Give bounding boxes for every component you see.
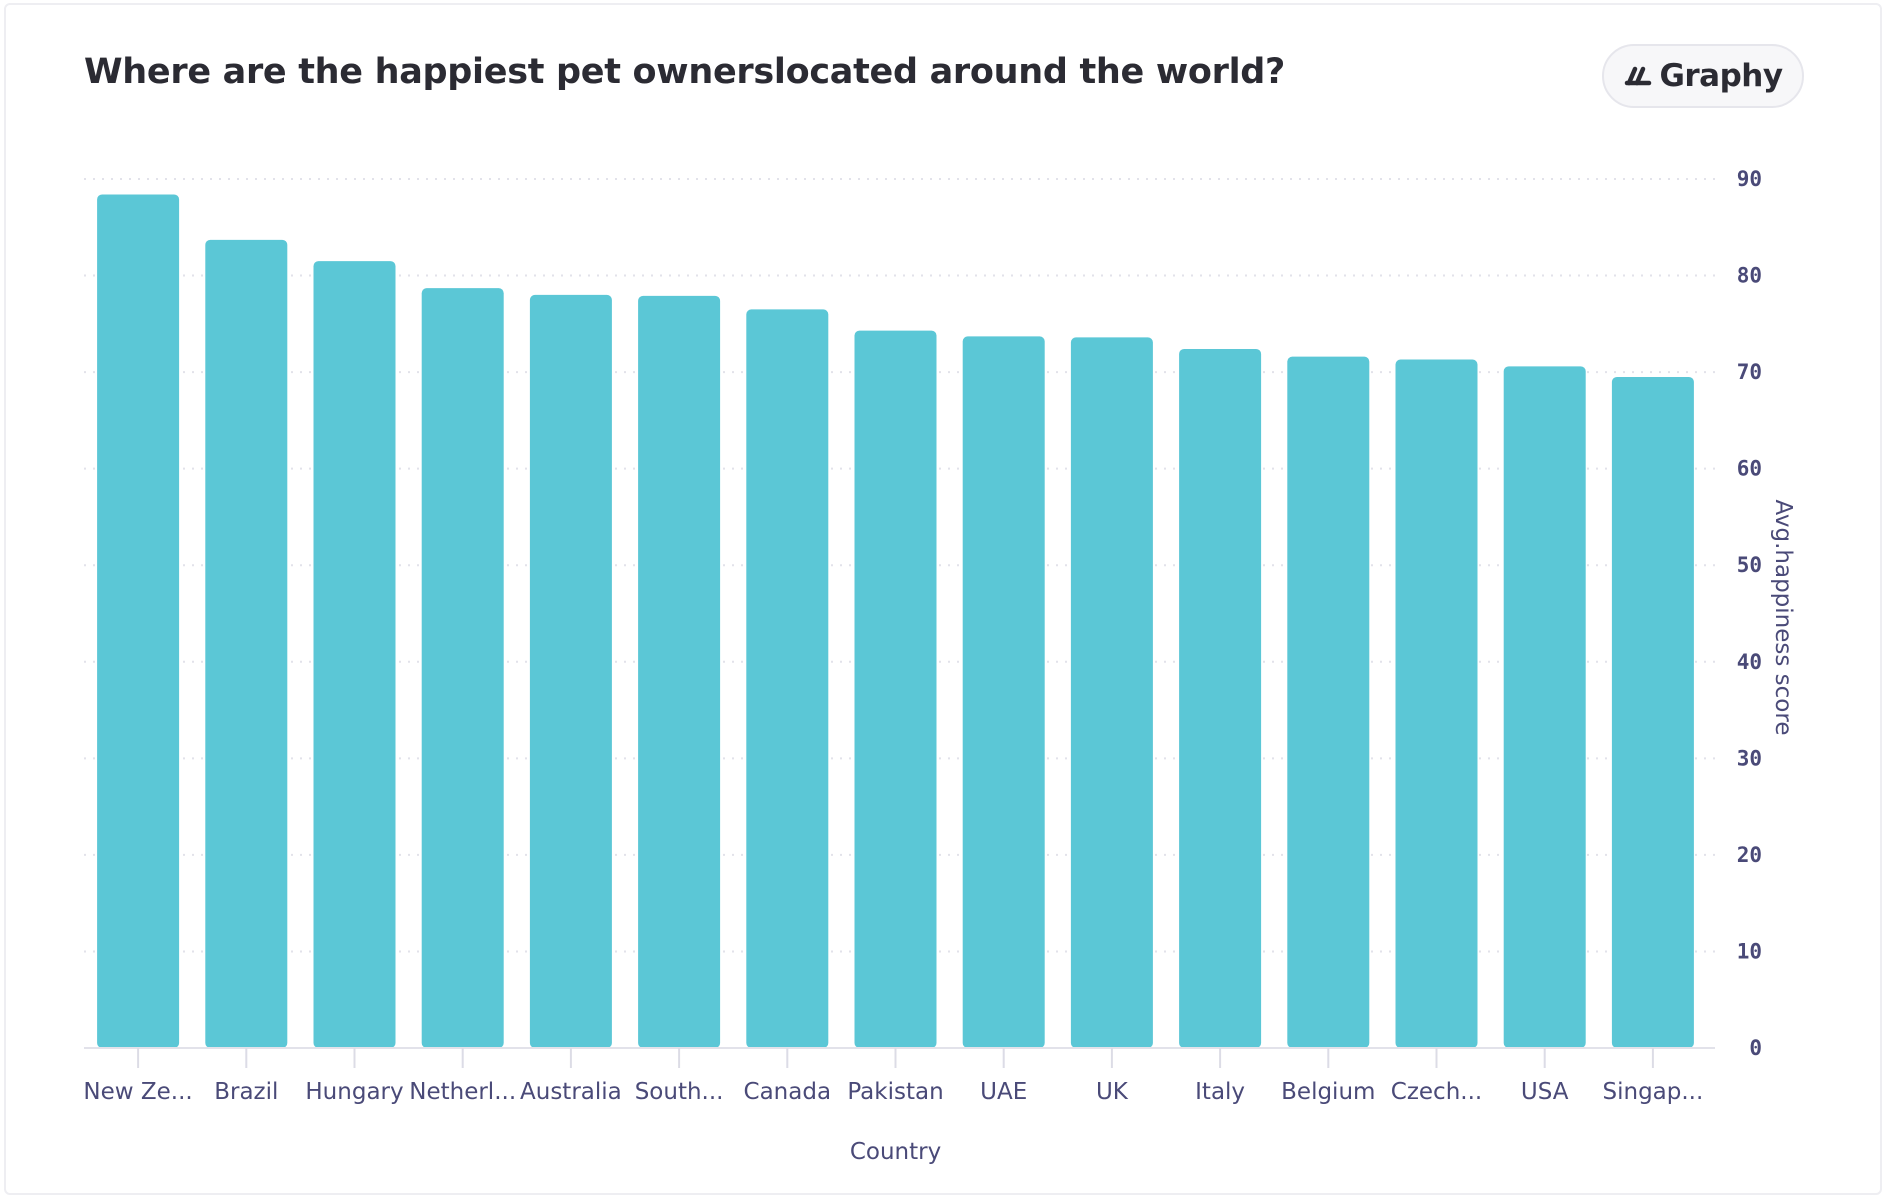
bar[interactable]: [1070, 337, 1153, 1049]
x-tick-label: Australia: [520, 1079, 622, 1105]
y-tick-label: 40: [1737, 650, 1762, 674]
chart-title: Where are the happiest pet ownerslocated…: [84, 52, 1286, 92]
y-tick-label: 70: [1737, 360, 1762, 384]
x-tick-label: UK: [1096, 1079, 1129, 1105]
y-axis-title: Avg.happiness score: [1770, 500, 1796, 736]
brand-label: Graphy: [1659, 58, 1783, 94]
x-tick-label: UAE: [980, 1079, 1027, 1105]
x-tick-label: New Ze...: [83, 1079, 192, 1105]
bar[interactable]: [638, 295, 721, 1048]
bar[interactable]: [1503, 366, 1586, 1049]
graphy-brand-button[interactable]: Graphy: [1602, 44, 1804, 108]
y-tick-label: 10: [1737, 939, 1762, 963]
x-tick-label: Singap...: [1603, 1079, 1704, 1105]
x-tick-label: Pakistan: [847, 1079, 943, 1105]
y-tick-label: 80: [1737, 264, 1762, 288]
bar[interactable]: [313, 261, 396, 1048]
x-tick-label: Canada: [744, 1079, 832, 1105]
x-axis-ticks: New Ze... Brazil Hungary Netherl... Australi…: [83, 1048, 1703, 1105]
x-tick-label: Belgium: [1281, 1079, 1375, 1105]
x-tick-label: USA: [1521, 1079, 1569, 1105]
y-tick-label: 0: [1749, 1036, 1762, 1060]
bar[interactable]: [1287, 356, 1370, 1048]
bar[interactable]: [1179, 348, 1262, 1049]
bar[interactable]: [97, 194, 180, 1049]
y-tick-label: 90: [1737, 167, 1762, 191]
bars: [97, 194, 1694, 1049]
y-tick-label: 30: [1737, 746, 1762, 770]
y-tick-label: 20: [1737, 843, 1762, 867]
bar[interactable]: [854, 330, 937, 1048]
bar[interactable]: [205, 239, 288, 1048]
graphy-logo-icon: [1623, 61, 1653, 91]
y-tick-label: 60: [1737, 457, 1762, 481]
bar[interactable]: [421, 288, 504, 1048]
x-tick-label: Hungary: [305, 1079, 403, 1105]
bar[interactable]: [962, 336, 1045, 1048]
x-tick-label: Netherl...: [409, 1079, 516, 1105]
y-axis-ticks: 0 10 20 30 40 50 60 70 80 90: [1737, 167, 1762, 1060]
y-tick-label: 50: [1737, 553, 1762, 577]
bar[interactable]: [1611, 376, 1694, 1048]
x-tick-label: Italy: [1195, 1079, 1245, 1105]
x-tick-label: Czech...: [1391, 1079, 1482, 1105]
bar[interactable]: [529, 294, 612, 1048]
bar[interactable]: [746, 309, 829, 1049]
x-axis-title: Country: [850, 1139, 941, 1165]
x-tick-label: Brazil: [214, 1079, 278, 1105]
x-tick-label: South...: [635, 1079, 724, 1105]
bar[interactable]: [1395, 359, 1478, 1048]
